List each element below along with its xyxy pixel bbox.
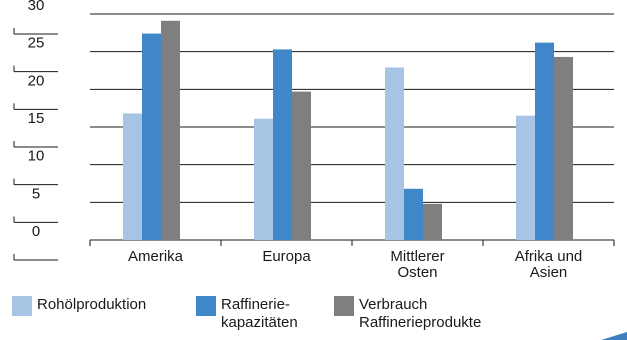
y-tick-label-5: 5	[32, 185, 40, 202]
bar-chart: 0 5 10 15 20 25 30 Amerika Europa Mittlerer Osten A…	[13, 0, 615, 281]
bar-4-series-2	[535, 42, 554, 241]
bar-1-series-1	[123, 113, 142, 240]
bar-1-series-3	[161, 20, 180, 241]
y-tick-label-25: 25	[28, 35, 45, 52]
bar-4-series-3	[554, 56, 573, 240]
corner-mark	[601, 332, 627, 340]
y-tick-label-20: 20	[28, 72, 45, 89]
x-category-label-2: Europa	[262, 248, 311, 265]
legend-label-rohoelproduktion: Rohölproduktion	[37, 296, 147, 313]
bar-1-series-2	[142, 33, 161, 240]
x-category-label-3: Mittlerer Osten	[390, 248, 444, 281]
legend-item-rohoelproduktion: Rohölproduktion	[12, 296, 146, 316]
legend-label-raffineriekapazitaeten: Raffinerie- kapazitäten	[221, 296, 298, 331]
legend-swatch-raffineriekapazitaeten	[196, 296, 216, 316]
bar-4-series-1	[516, 115, 535, 240]
y-tick-label-10: 10	[28, 148, 45, 165]
x-category-label-4: Afrika und Asien	[515, 248, 583, 281]
bar-3-series-1	[385, 67, 404, 240]
legend-swatch-verbrauch	[334, 296, 354, 316]
bar-3-series-3	[423, 203, 442, 240]
legend-item-raffineriekapazitaeten: Raffinerie- kapazitäten	[196, 296, 298, 332]
bar-2-series-1	[254, 118, 273, 240]
y-tick-label-0: 0	[32, 223, 40, 240]
legend-label-verbrauch: Verbrauch Raffinerieprodukte	[359, 296, 482, 331]
x-category-label-1: Amerika	[128, 248, 184, 265]
bar-2-series-3	[292, 91, 311, 241]
legend-item-verbrauch: Verbrauch Raffinerieprodukte	[334, 296, 481, 332]
y-tick-label-30: 30	[28, 0, 45, 14]
bar-2-series-2	[273, 49, 292, 241]
legend-swatch-rohoelproduktion	[12, 296, 32, 316]
bar-3-series-2	[404, 188, 423, 240]
legend: Rohölproduktion Raffinerie- kapazitäten …	[12, 296, 612, 340]
y-tick-label-15: 15	[28, 110, 45, 127]
